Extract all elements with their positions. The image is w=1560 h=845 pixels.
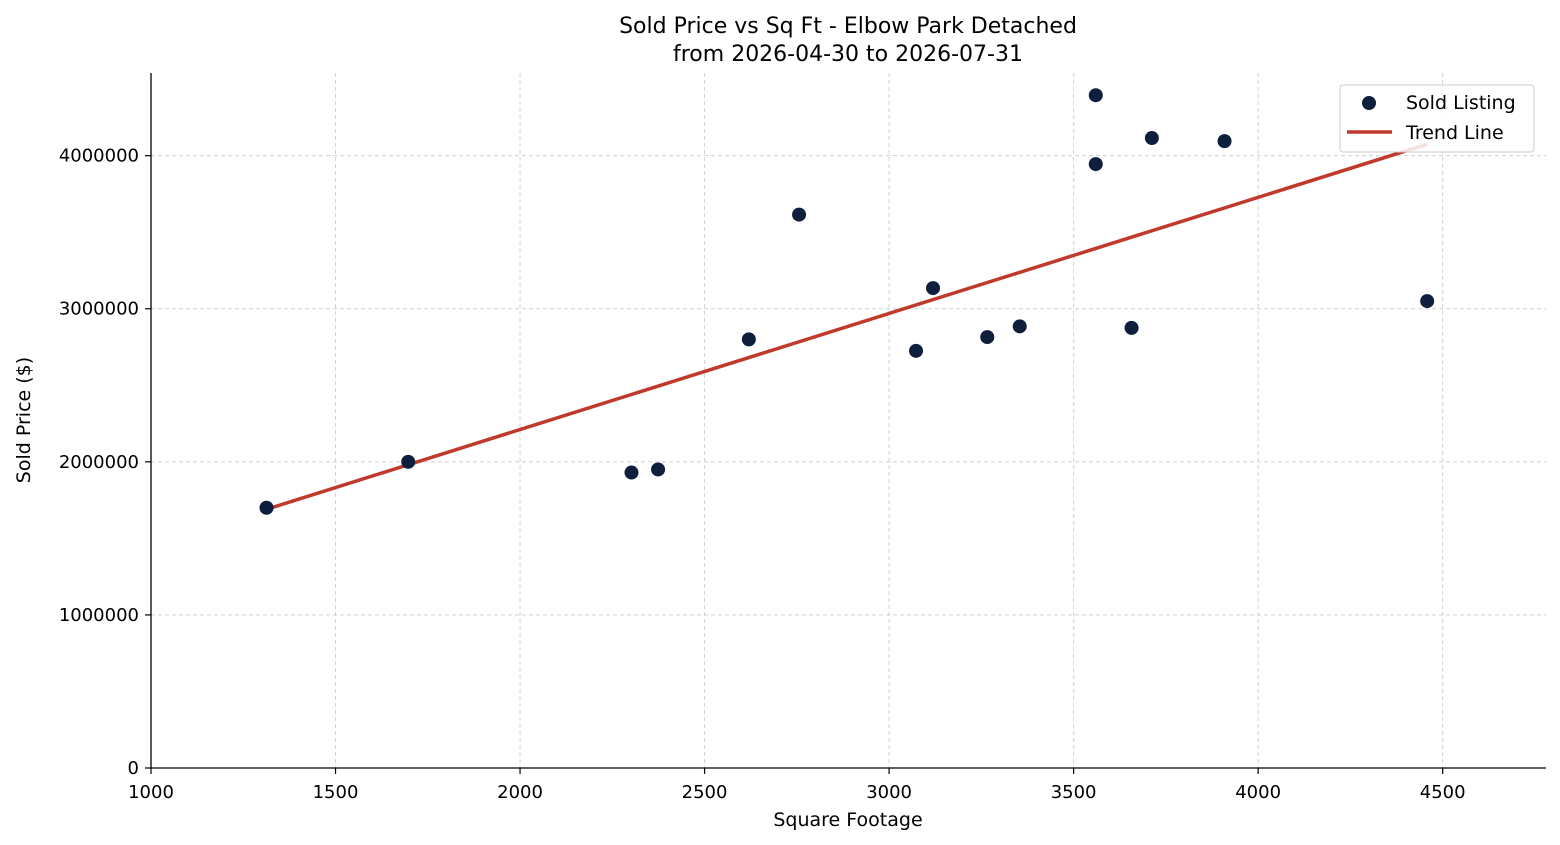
- y-tick-label-3000000: 3000000: [59, 299, 139, 320]
- data-point-10: [1088, 88, 1103, 103]
- data-point-4: [741, 332, 756, 347]
- data-point-0: [259, 500, 274, 515]
- x-tick-label-2500: 2500: [682, 782, 728, 803]
- grid: [150, 73, 1546, 769]
- data-point-3: [651, 462, 666, 477]
- legend-box: [1339, 84, 1535, 153]
- x-tick-label-3000: 3000: [866, 782, 912, 803]
- data-point-11: [1088, 157, 1103, 172]
- legend-marker-sold-listing: [1362, 96, 1376, 110]
- x-axis-label: Square Footage: [773, 809, 922, 831]
- data-point-1: [401, 454, 416, 469]
- data-point-5: [792, 207, 807, 222]
- trend-line-layer: [265, 142, 1428, 511]
- y-ticks: 0 1000000 2000000 3000000 4000000: [59, 146, 151, 779]
- data-point-9: [1012, 319, 1027, 334]
- legend-label-sold-listing: Sold Listing: [1406, 92, 1516, 114]
- data-point-6: [909, 343, 924, 358]
- y-tick-label-2000000: 2000000: [59, 452, 139, 473]
- data-point-14: [1217, 134, 1232, 149]
- trend-line: [265, 142, 1428, 511]
- x-tick-label-1000: 1000: [128, 782, 174, 803]
- x-tick-label-4000: 4000: [1235, 782, 1281, 803]
- x-tick-label-3500: 3500: [1051, 782, 1097, 803]
- y-axis-label: Sold Price ($): [13, 357, 35, 483]
- scatter-points: [259, 88, 1435, 515]
- data-point-7: [926, 281, 941, 296]
- data-point-8: [980, 330, 995, 345]
- x-tick-label-1500: 1500: [313, 782, 359, 803]
- data-point-2: [624, 465, 639, 480]
- legend-label-trend-line: Trend Line: [1405, 122, 1504, 144]
- y-tick-label-0: 0: [128, 758, 139, 779]
- chart-subtitle: from 2026-04-30 to 2026-07-31: [673, 42, 1023, 67]
- y-tick-label-4000000: 4000000: [59, 146, 139, 167]
- data-point-13: [1144, 131, 1159, 146]
- x-tick-label-2000: 2000: [497, 782, 543, 803]
- data-point-12: [1124, 320, 1139, 335]
- x-ticks: 1000 1500 2000 2500 3000 3500 4000 4500: [128, 768, 1466, 803]
- data-point-15: [1420, 294, 1435, 309]
- x-tick-label-4500: 4500: [1420, 782, 1466, 803]
- chart-title: Sold Price vs Sq Ft - Elbow Park Detache…: [619, 14, 1077, 39]
- y-tick-label-1000000: 1000000: [59, 605, 139, 626]
- legend: Sold Listing Trend Line: [1339, 84, 1535, 153]
